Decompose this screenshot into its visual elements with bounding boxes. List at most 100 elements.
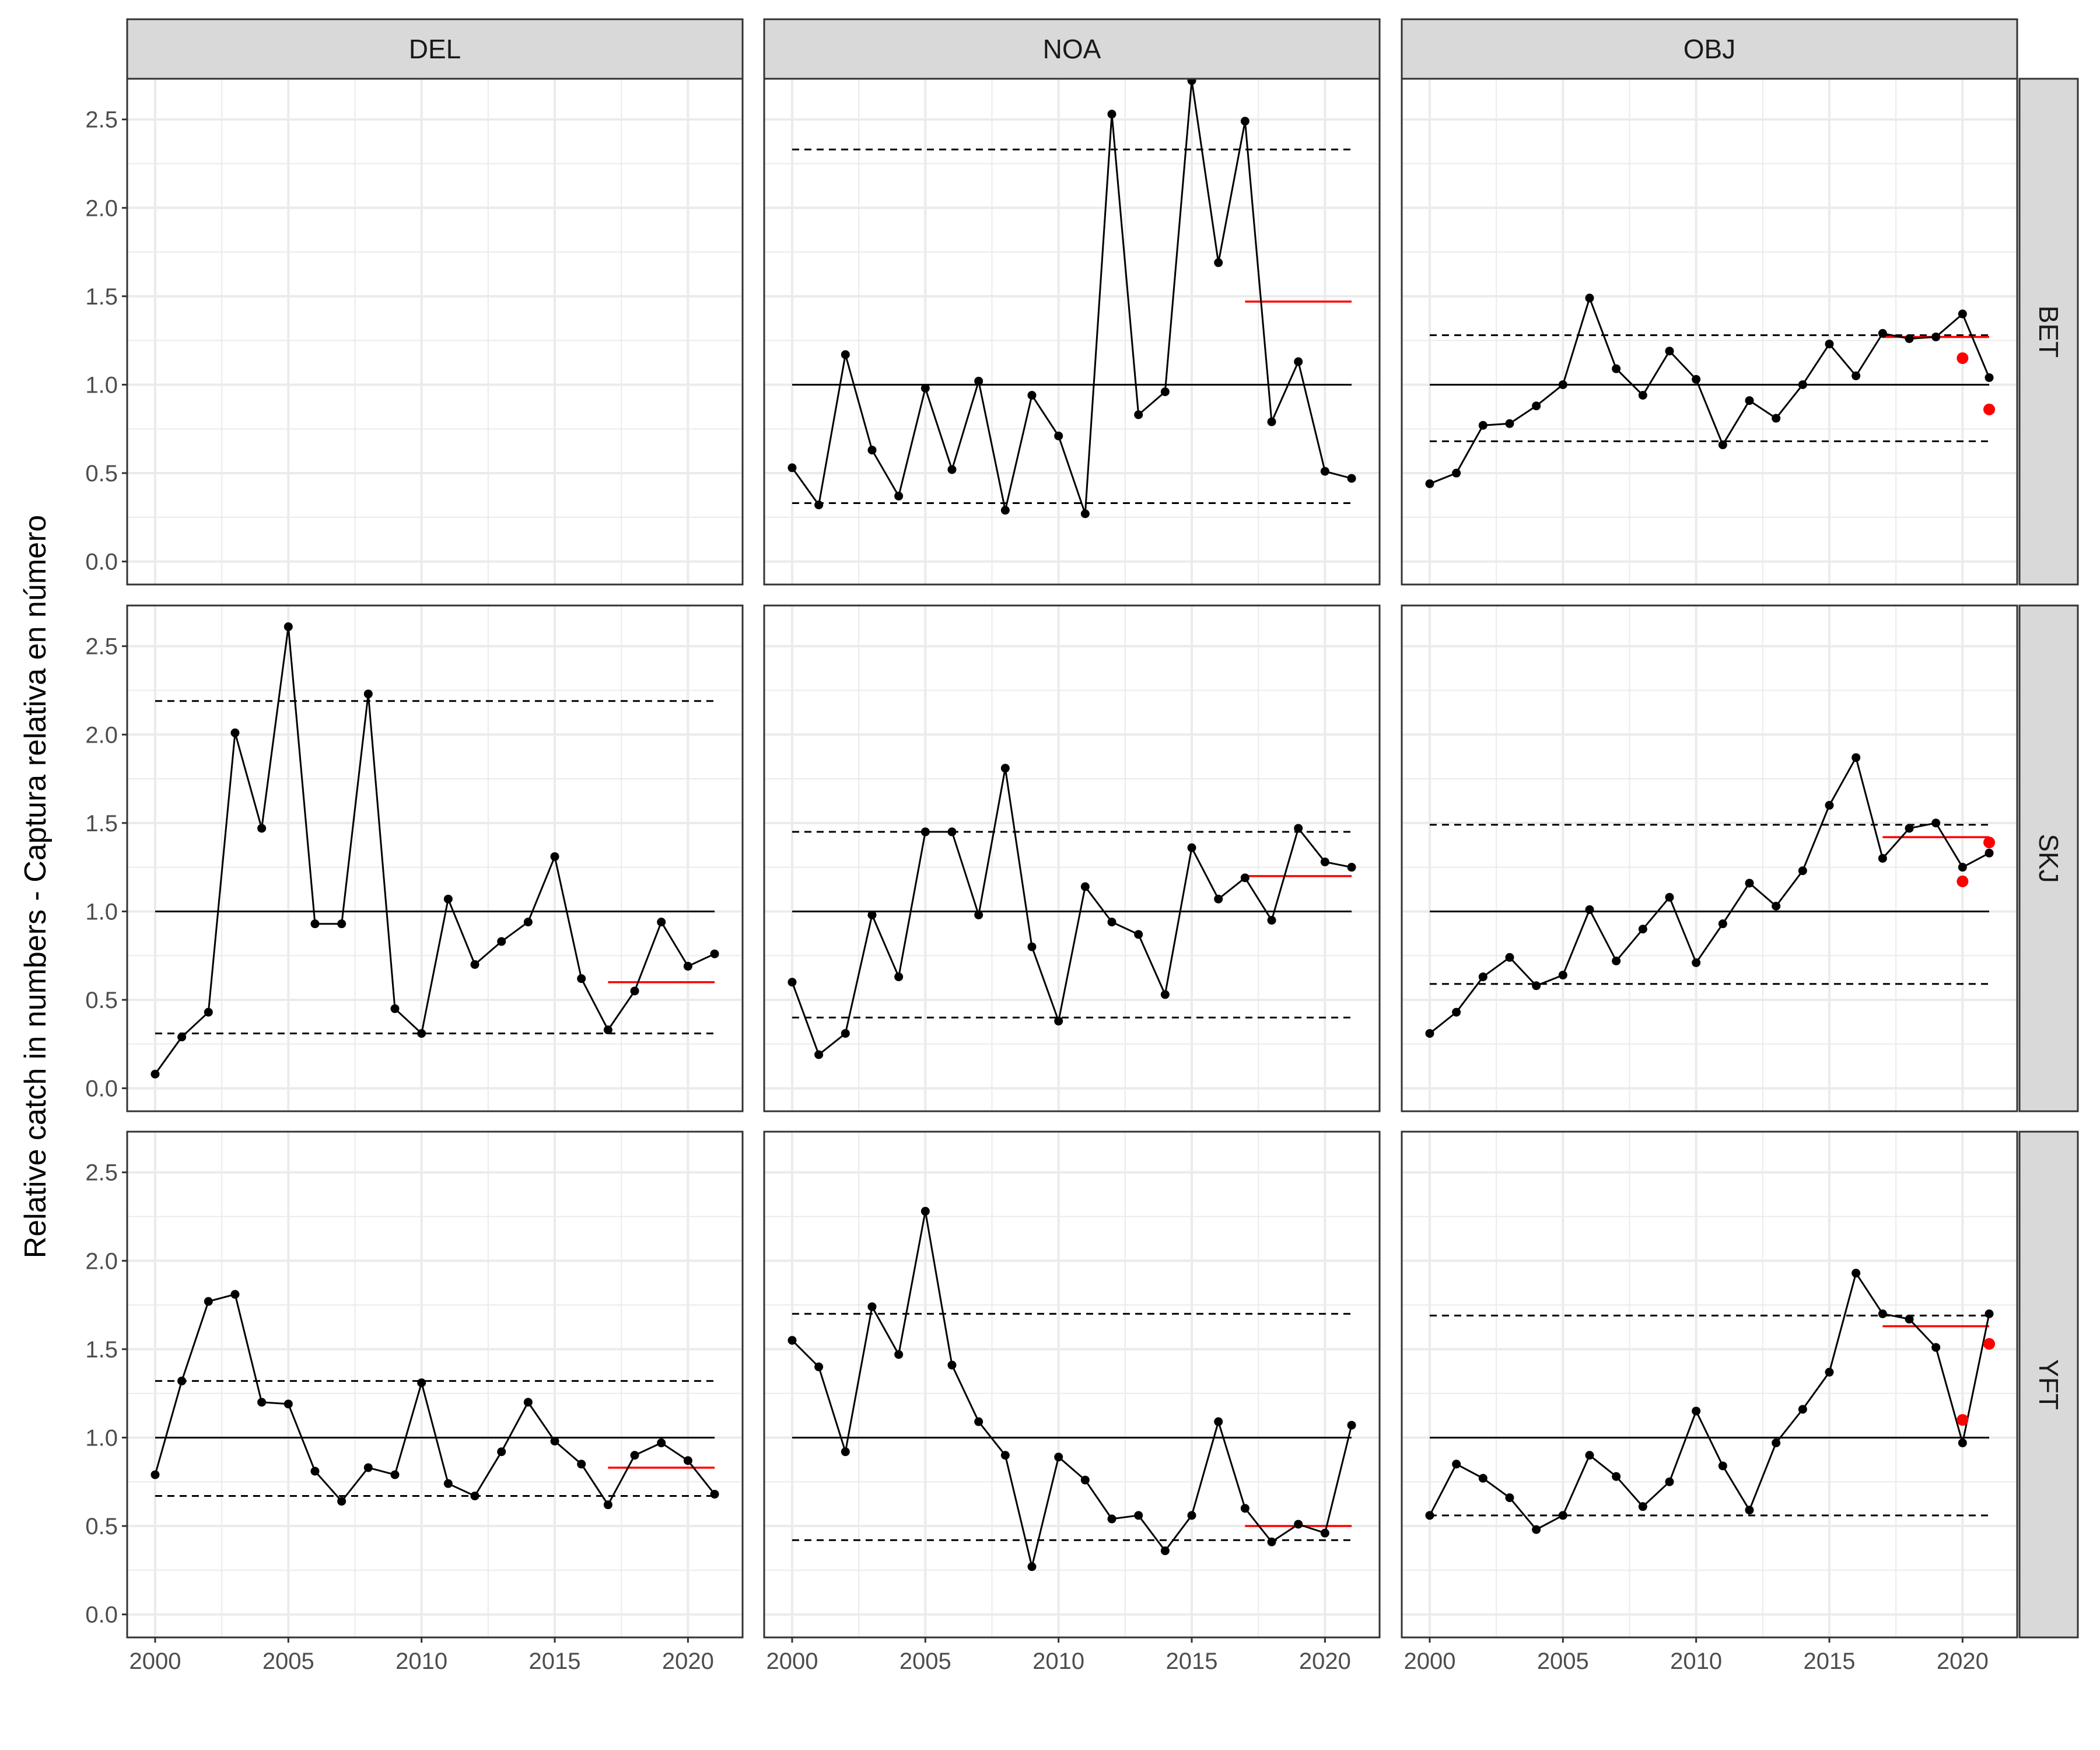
y-tick-label: 1.0 [85,899,118,925]
panel-background [127,1132,743,1637]
data-point [683,1456,692,1465]
data-point [867,1302,877,1311]
data-point [1347,863,1356,872]
x-tick-label: 2000 [766,1648,818,1674]
panel-background [764,79,1380,584]
panel-data [788,79,1356,519]
data-point [841,1029,850,1038]
y-tick-label: 0.5 [85,988,118,1013]
data-point [1612,1472,1621,1481]
facet-strip-row [2018,78,2079,586]
panel-OBJ-BET [1401,78,2018,586]
series-line [791,768,1352,1056]
panel-border [126,604,744,1112]
panel-background [127,79,743,584]
panel-border [1401,78,2018,586]
data-point [1000,506,1010,515]
data-point [1240,1504,1250,1513]
data-point [1267,1537,1276,1546]
y-tick-label: 2.5 [85,107,118,133]
data-point [814,1050,824,1059]
y-tick-label: 1.0 [85,372,118,398]
data-point [630,986,639,996]
data-point [1294,1520,1303,1529]
data-point [1160,1546,1170,1555]
panel-background [1402,79,2017,584]
data-point [1134,930,1143,939]
data-point [230,1290,240,1299]
panel-border [1401,1130,2018,1639]
data-point [1425,479,1434,488]
data-point [788,978,797,987]
data-point [1425,1029,1434,1038]
data-point [310,1466,320,1476]
data-point [1692,374,1701,384]
data-point [974,1417,984,1426]
x-tick-label: 2000 [1404,1648,1455,1674]
panel-border [126,78,744,586]
data-point [337,919,346,929]
facet-label-row: YFT [2034,1359,2064,1410]
data-point [1638,391,1647,400]
series-line [1429,295,1990,485]
data-point [1214,1417,1223,1426]
data-point [1214,894,1223,904]
data-point [894,1350,904,1359]
data-point [1958,309,1967,318]
data-point [1772,414,1781,423]
panel-OBJ-YFT: 2000 2005 2010 2015 2020 [1401,1130,2018,1674]
panel-NOA-YFT: 2000 2005 2010 2015 2020 [763,1130,1381,1674]
data-point [1958,863,1967,872]
data-point [974,376,984,386]
panel-border [763,604,1381,1112]
data-point [1905,1314,1914,1324]
data-point [1585,293,1594,303]
data-point [1160,387,1170,397]
data-point [1027,1562,1037,1572]
data-point [1958,1438,1967,1448]
panels: DEL NOA OBJBETSKJYFT0.00.51.01.52.02.50.00… [85,18,2079,1674]
data-point [1585,1451,1594,1460]
x-tick-label: 2005 [262,1648,314,1674]
red-point [1983,403,1996,415]
data-point [550,1437,559,1446]
data-point [1452,468,1461,478]
panel-data [1425,753,1996,1038]
panel-data [150,1290,719,1510]
panel-border [763,78,1381,586]
y-tick-label: 0.0 [85,550,118,575]
data-point [1187,1511,1196,1520]
y-tick-label: 1.5 [85,811,118,836]
data-point [814,1362,824,1371]
data-point [1000,1451,1010,1460]
panel-border [1401,604,2018,1112]
data-point [1612,364,1621,373]
data-point [1080,882,1090,891]
data-point [1985,848,1994,858]
series-line [791,80,1352,514]
data-point [1187,843,1196,852]
facet-label-col: OBJ [1684,34,1735,64]
data-point [470,960,480,969]
data-point [1187,79,1196,85]
y-tick-label: 1.0 [85,1425,118,1451]
data-point [1134,1511,1143,1520]
data-point [1985,373,1994,382]
data-point [710,949,719,958]
data-point [788,1336,797,1345]
data-point [417,1029,426,1038]
y-tick-label: 0.0 [85,1602,118,1628]
data-point [523,1398,533,1407]
data-point [894,491,904,501]
data-point [657,918,666,927]
x-tick-label: 2005 [1537,1648,1589,1674]
data-point [1745,878,1754,888]
data-point [1692,958,1701,967]
data-point [1558,1511,1567,1520]
data-point [1825,1367,1834,1377]
data-point [1931,332,1941,342]
y-tick-label: 2.0 [85,1248,118,1274]
data-point [443,894,453,904]
facet-strip-row [2018,604,2079,1112]
panel-border [763,1130,1381,1639]
